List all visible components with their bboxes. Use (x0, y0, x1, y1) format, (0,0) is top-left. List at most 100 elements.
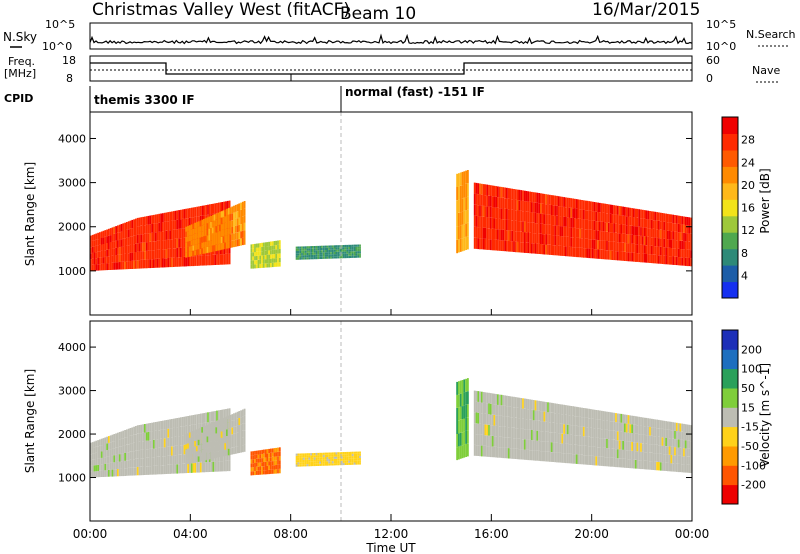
power-cell-r3 (326, 256, 329, 259)
power-cell-r1 (243, 230, 246, 238)
power-cell-r0 (174, 248, 177, 258)
velocity-cell-r5 (652, 436, 655, 445)
power-cell-r1 (242, 209, 244, 217)
velocity-cell-r5 (525, 398, 528, 409)
power-cell-r5 (636, 208, 639, 218)
velocity-cell-r5 (633, 424, 635, 434)
velocity-cell-r5 (554, 403, 557, 414)
power-cell-r3 (351, 244, 354, 247)
power-cell-r0 (156, 241, 159, 250)
power-cell-r3 (306, 257, 309, 260)
velocity-cell-r0 (225, 409, 227, 420)
nave-label: Nave (752, 64, 780, 77)
power-cell-r0 (151, 259, 153, 268)
velocity-cell-r3 (308, 457, 311, 460)
power-cell-r1 (188, 235, 191, 241)
velocity-cell-r0 (178, 464, 180, 474)
velocity-cell-r2 (266, 453, 269, 458)
power-cell-r5 (613, 223, 616, 233)
velocity-cell-r2 (264, 449, 267, 454)
power-cell-r5 (557, 216, 560, 226)
velocity-cell-r0 (120, 468, 123, 477)
velocity-cell-r5 (675, 463, 678, 472)
velocity-cell-r5 (604, 420, 607, 430)
velocity-cell-r2 (266, 449, 269, 454)
velocity-cell-r5 (647, 426, 650, 436)
power-cell-r3 (330, 254, 332, 257)
velocity-cell-r5 (534, 400, 537, 411)
velocity-cell-r5 (616, 440, 619, 450)
power-cell-r5 (493, 185, 496, 197)
velocity-cell-r3 (331, 463, 334, 466)
power-cell-r0 (223, 201, 226, 213)
velocity-cell-r5 (661, 437, 664, 446)
power-cell-r5 (568, 207, 571, 218)
power-cell-r5 (584, 210, 587, 220)
velocity-cell-r5 (552, 412, 555, 423)
velocity-cell-r5 (498, 394, 501, 406)
velocity-cell-r1 (219, 419, 221, 426)
power-cell-r5 (554, 245, 557, 256)
velocity-cell-r0 (108, 463, 110, 470)
velocity-cell-r5 (591, 455, 594, 466)
power-cell-r4 (467, 223, 469, 237)
power-cell-r1 (187, 246, 189, 252)
velocity-colorbar-frame (721, 329, 739, 505)
power-cell-r0 (205, 255, 208, 266)
power-cell-r5 (577, 209, 580, 219)
power-cell-r5 (663, 255, 666, 265)
power-cell-r0 (118, 232, 121, 240)
velocity-cell-r0 (95, 459, 98, 466)
power-cell-r2 (252, 244, 255, 249)
power-colorbar-tick: 20 (741, 179, 755, 192)
power-colorbar-tick: 4 (741, 269, 748, 282)
power-cell-r1 (188, 225, 191, 231)
x-axis: 00:00 04:00 08:00 12:00 16:00 20:00 00:00 (73, 309, 709, 541)
power-cell-r0 (129, 228, 132, 237)
power-cell-r1 (204, 247, 207, 254)
power-cell-r1 (199, 220, 202, 227)
velocity-cell-r3 (295, 453, 298, 456)
power-cell-r4 (467, 183, 469, 197)
velocity-cell-r5 (541, 411, 544, 422)
velocity-cell-r0 (115, 462, 117, 470)
power-cell-r3 (337, 256, 340, 259)
velocity-cell-r3 (312, 453, 314, 456)
power-cell-r4 (459, 185, 462, 199)
velocity-cell-r0 (106, 450, 108, 457)
power-cell-r5 (670, 239, 673, 248)
power-cell-r5 (525, 222, 528, 233)
velocity-cell-r5 (606, 420, 608, 430)
power-cell-r3 (355, 255, 358, 258)
velocity-cell-r5 (534, 410, 537, 421)
power-cell-r0 (171, 230, 173, 240)
velocity-cell-r3 (302, 455, 305, 458)
velocity-cell-r4 (459, 432, 462, 446)
velocity-cell-r3 (350, 460, 352, 463)
velocity-cell-r1 (227, 428, 230, 436)
velocity-cell-r0 (97, 452, 99, 459)
date-label: 16/Mar/2015 (592, 0, 700, 20)
power-colorbar-swatch (722, 248, 738, 266)
power-cell-r0 (162, 249, 164, 259)
velocity-cell-r0 (178, 427, 180, 437)
velocity-cell-r1 (234, 433, 237, 440)
velocity-cell-r2 (270, 452, 272, 457)
velocity-cell-r0 (109, 456, 112, 463)
velocity-cell-r5 (686, 448, 689, 457)
power-cell-r5 (656, 237, 658, 247)
velocity-cell-r0 (207, 462, 209, 473)
velocity-cell-r5 (609, 457, 612, 467)
velocity-cell-r1 (220, 450, 223, 457)
freq-tick-top: 18 (62, 54, 76, 67)
power-cell-r5 (511, 188, 514, 200)
beam-label: Beam 10 (340, 4, 416, 24)
velocity-cell-r1 (233, 413, 235, 421)
velocity-cell-r5 (606, 439, 608, 449)
velocity-cell-r5 (548, 422, 551, 433)
velocity-cell-r5 (504, 416, 506, 427)
velocity-cell-r5 (480, 434, 483, 446)
velocity-cell-r5 (590, 455, 592, 465)
power-cell-r3 (313, 250, 316, 253)
